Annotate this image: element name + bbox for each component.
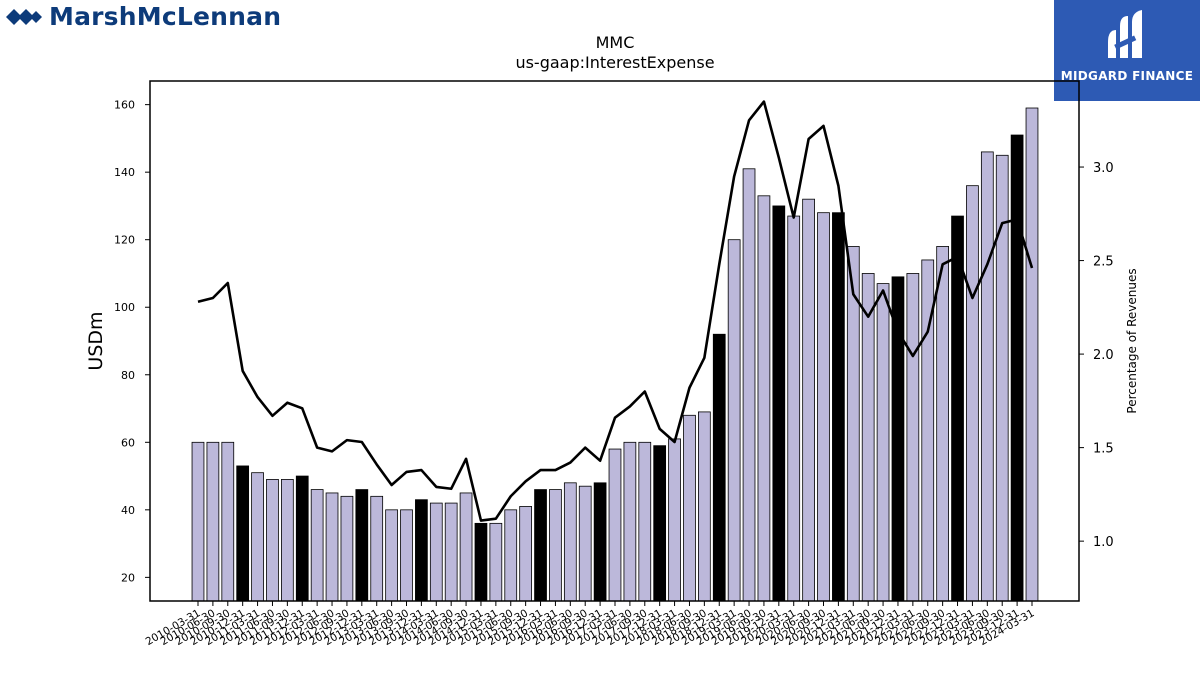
- chart-title: MMC: [596, 33, 635, 52]
- bar: [1010, 134, 1024, 602]
- bar: [400, 509, 413, 602]
- bar: [519, 506, 533, 602]
- marshmclennan-logo: MarshMcLennan: [4, 2, 281, 31]
- bar: [504, 509, 518, 602]
- bar: [191, 441, 205, 602]
- x-axis: 2010-03-312010-06-302010-09-302010-12-31…: [144, 601, 1037, 648]
- bar: [295, 475, 309, 602]
- bar: [236, 465, 250, 602]
- y2-axis-label: Percentage of Revenues: [1125, 268, 1139, 413]
- y-axis-label: USDm: [85, 311, 107, 370]
- bar: [742, 168, 756, 602]
- bar: [712, 333, 726, 602]
- midgard-logo-icon: [1108, 10, 1142, 58]
- y-tick-label: 60: [121, 436, 135, 449]
- bar: [876, 283, 890, 602]
- bar: [861, 273, 875, 602]
- bar: [891, 276, 905, 602]
- bar: [534, 489, 547, 602]
- bar: [623, 441, 637, 602]
- y-tick-label: 80: [121, 369, 135, 382]
- bar: [310, 489, 324, 602]
- y2-tick-label: 2.0: [1093, 348, 1114, 363]
- bar: [385, 509, 398, 602]
- y2-tick-label: 3.0: [1093, 161, 1114, 176]
- bar: [802, 198, 815, 602]
- bar: [817, 212, 830, 602]
- bar: [280, 479, 294, 602]
- bar: [608, 448, 622, 602]
- bar: [966, 185, 979, 602]
- bar: [772, 205, 786, 602]
- brand-left-text: MarshMcLennan: [49, 2, 282, 31]
- percentage-line: [197, 100, 1034, 522]
- y-tick-label: 40: [121, 504, 135, 517]
- bar: [340, 495, 354, 602]
- bar: [325, 492, 339, 602]
- bar: [221, 441, 235, 602]
- bar: [951, 215, 964, 602]
- bar: [698, 411, 711, 602]
- y-tick-label: 120: [114, 234, 135, 247]
- bar: [936, 246, 950, 602]
- bar: [459, 492, 473, 602]
- bar-group: [191, 107, 1039, 602]
- bar: [355, 489, 369, 602]
- bar: [563, 482, 577, 602]
- bar: [593, 482, 607, 602]
- y-tick-label: 140: [114, 166, 135, 179]
- y2-tick-label: 2.5: [1093, 255, 1114, 270]
- bar: [727, 239, 741, 602]
- bar: [638, 441, 652, 602]
- y-tick-label: 100: [114, 301, 135, 314]
- bar: [668, 438, 681, 602]
- marshmclennan-logo-icon: [6, 8, 42, 25]
- y-tick-label: 20: [121, 571, 135, 584]
- bar: [370, 495, 384, 602]
- bar: [980, 151, 994, 602]
- bar: [549, 489, 562, 602]
- bar: [266, 479, 279, 602]
- bar: [415, 499, 428, 602]
- bar: [251, 472, 264, 602]
- chart-subtitle: us-gaap:InterestExpense: [515, 53, 714, 72]
- bar: [444, 502, 458, 602]
- bar: [1025, 107, 1039, 602]
- bar: [206, 441, 220, 602]
- y2-tick-label: 1.0: [1093, 535, 1114, 550]
- bar: [757, 195, 771, 602]
- bar: [474, 522, 488, 602]
- bar: [489, 522, 503, 602]
- bar: [429, 502, 443, 602]
- line-layer: [197, 100, 1034, 522]
- bar: [832, 212, 845, 602]
- y2-tick-label: 1.5: [1093, 442, 1114, 457]
- y-axis-left: 20 40 60 80 100 120 140 160: [114, 99, 150, 584]
- bar: [906, 273, 920, 602]
- y-tick-label: 160: [114, 99, 135, 112]
- bar: [653, 445, 667, 602]
- y-axis-right: 1.0 1.5 2.0 2.5 3.0: [1079, 161, 1114, 550]
- brand-right-text: MIDGARD FINANCE: [1060, 69, 1194, 83]
- bar: [787, 215, 801, 602]
- bar: [578, 485, 592, 602]
- bar: [683, 414, 696, 602]
